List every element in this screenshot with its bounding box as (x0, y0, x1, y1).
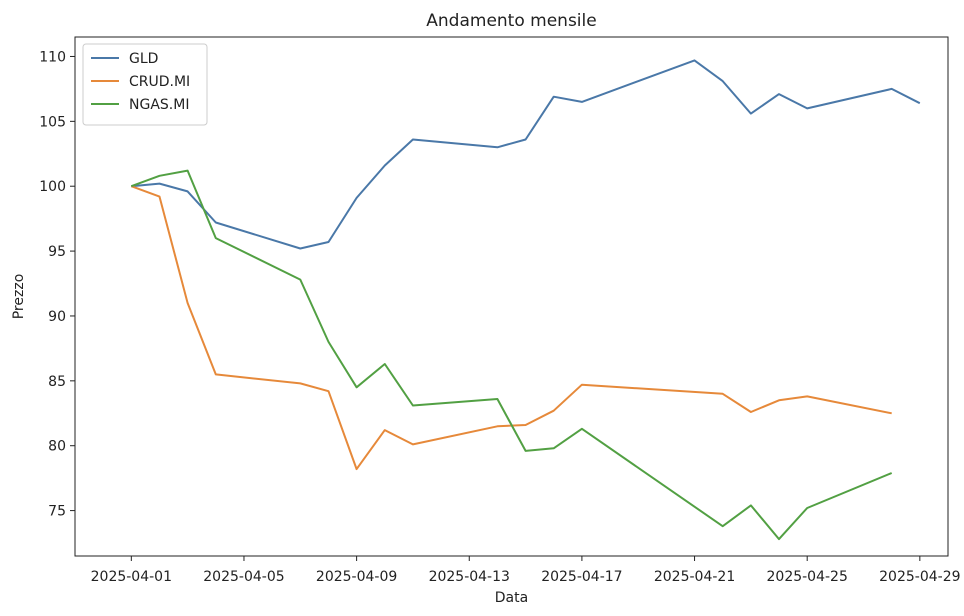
y-tick-label: 75 (48, 504, 66, 520)
series-layer (130, 59, 921, 541)
x-axis-title: Data (495, 590, 528, 606)
y-tick-label: 90 (48, 309, 66, 325)
y-tick-label: 95 (48, 244, 66, 260)
y-tick-label: 105 (39, 114, 66, 130)
y-tick-label: 100 (39, 179, 66, 195)
series-line-ngas-mi (130, 169, 893, 541)
series-line-gld (131, 59, 921, 250)
y-tick-label: 80 (48, 439, 66, 455)
x-tick-label: 2025-04-29 (879, 569, 960, 585)
legend-label: NGAS.MI (129, 97, 189, 113)
y-tick-label: 110 (39, 49, 66, 65)
x-tick-label: 2025-04-13 (429, 569, 510, 585)
y-axis: 75 80 85 90 95 100 105 110 (39, 49, 75, 520)
x-tick-label: 2025-04-25 (767, 569, 848, 585)
x-tick-label: 2025-04-21 (654, 569, 735, 585)
x-tick-label: 2025-04-05 (203, 569, 284, 585)
series-line-crud-mi (130, 185, 892, 471)
plot-area-frame (74, 36, 949, 557)
x-axis: 2025-04-01 2025-04-05 2025-04-09 2025-04-13… (91, 556, 961, 585)
legend-label: CRUD.MI (129, 74, 190, 90)
x-tick-label: 2025-04-17 (541, 569, 622, 585)
x-tick-label: 2025-04-01 (91, 569, 172, 585)
y-axis-title: Prezzo (11, 274, 27, 320)
legend-label: GLD (129, 51, 158, 67)
y-tick-label: 85 (48, 374, 66, 390)
chart-title: Andamento mensile (426, 11, 596, 31)
legend: GLD CRUD.MI NGAS.MI (82, 43, 208, 126)
x-tick-label: 2025-04-09 (316, 569, 397, 585)
